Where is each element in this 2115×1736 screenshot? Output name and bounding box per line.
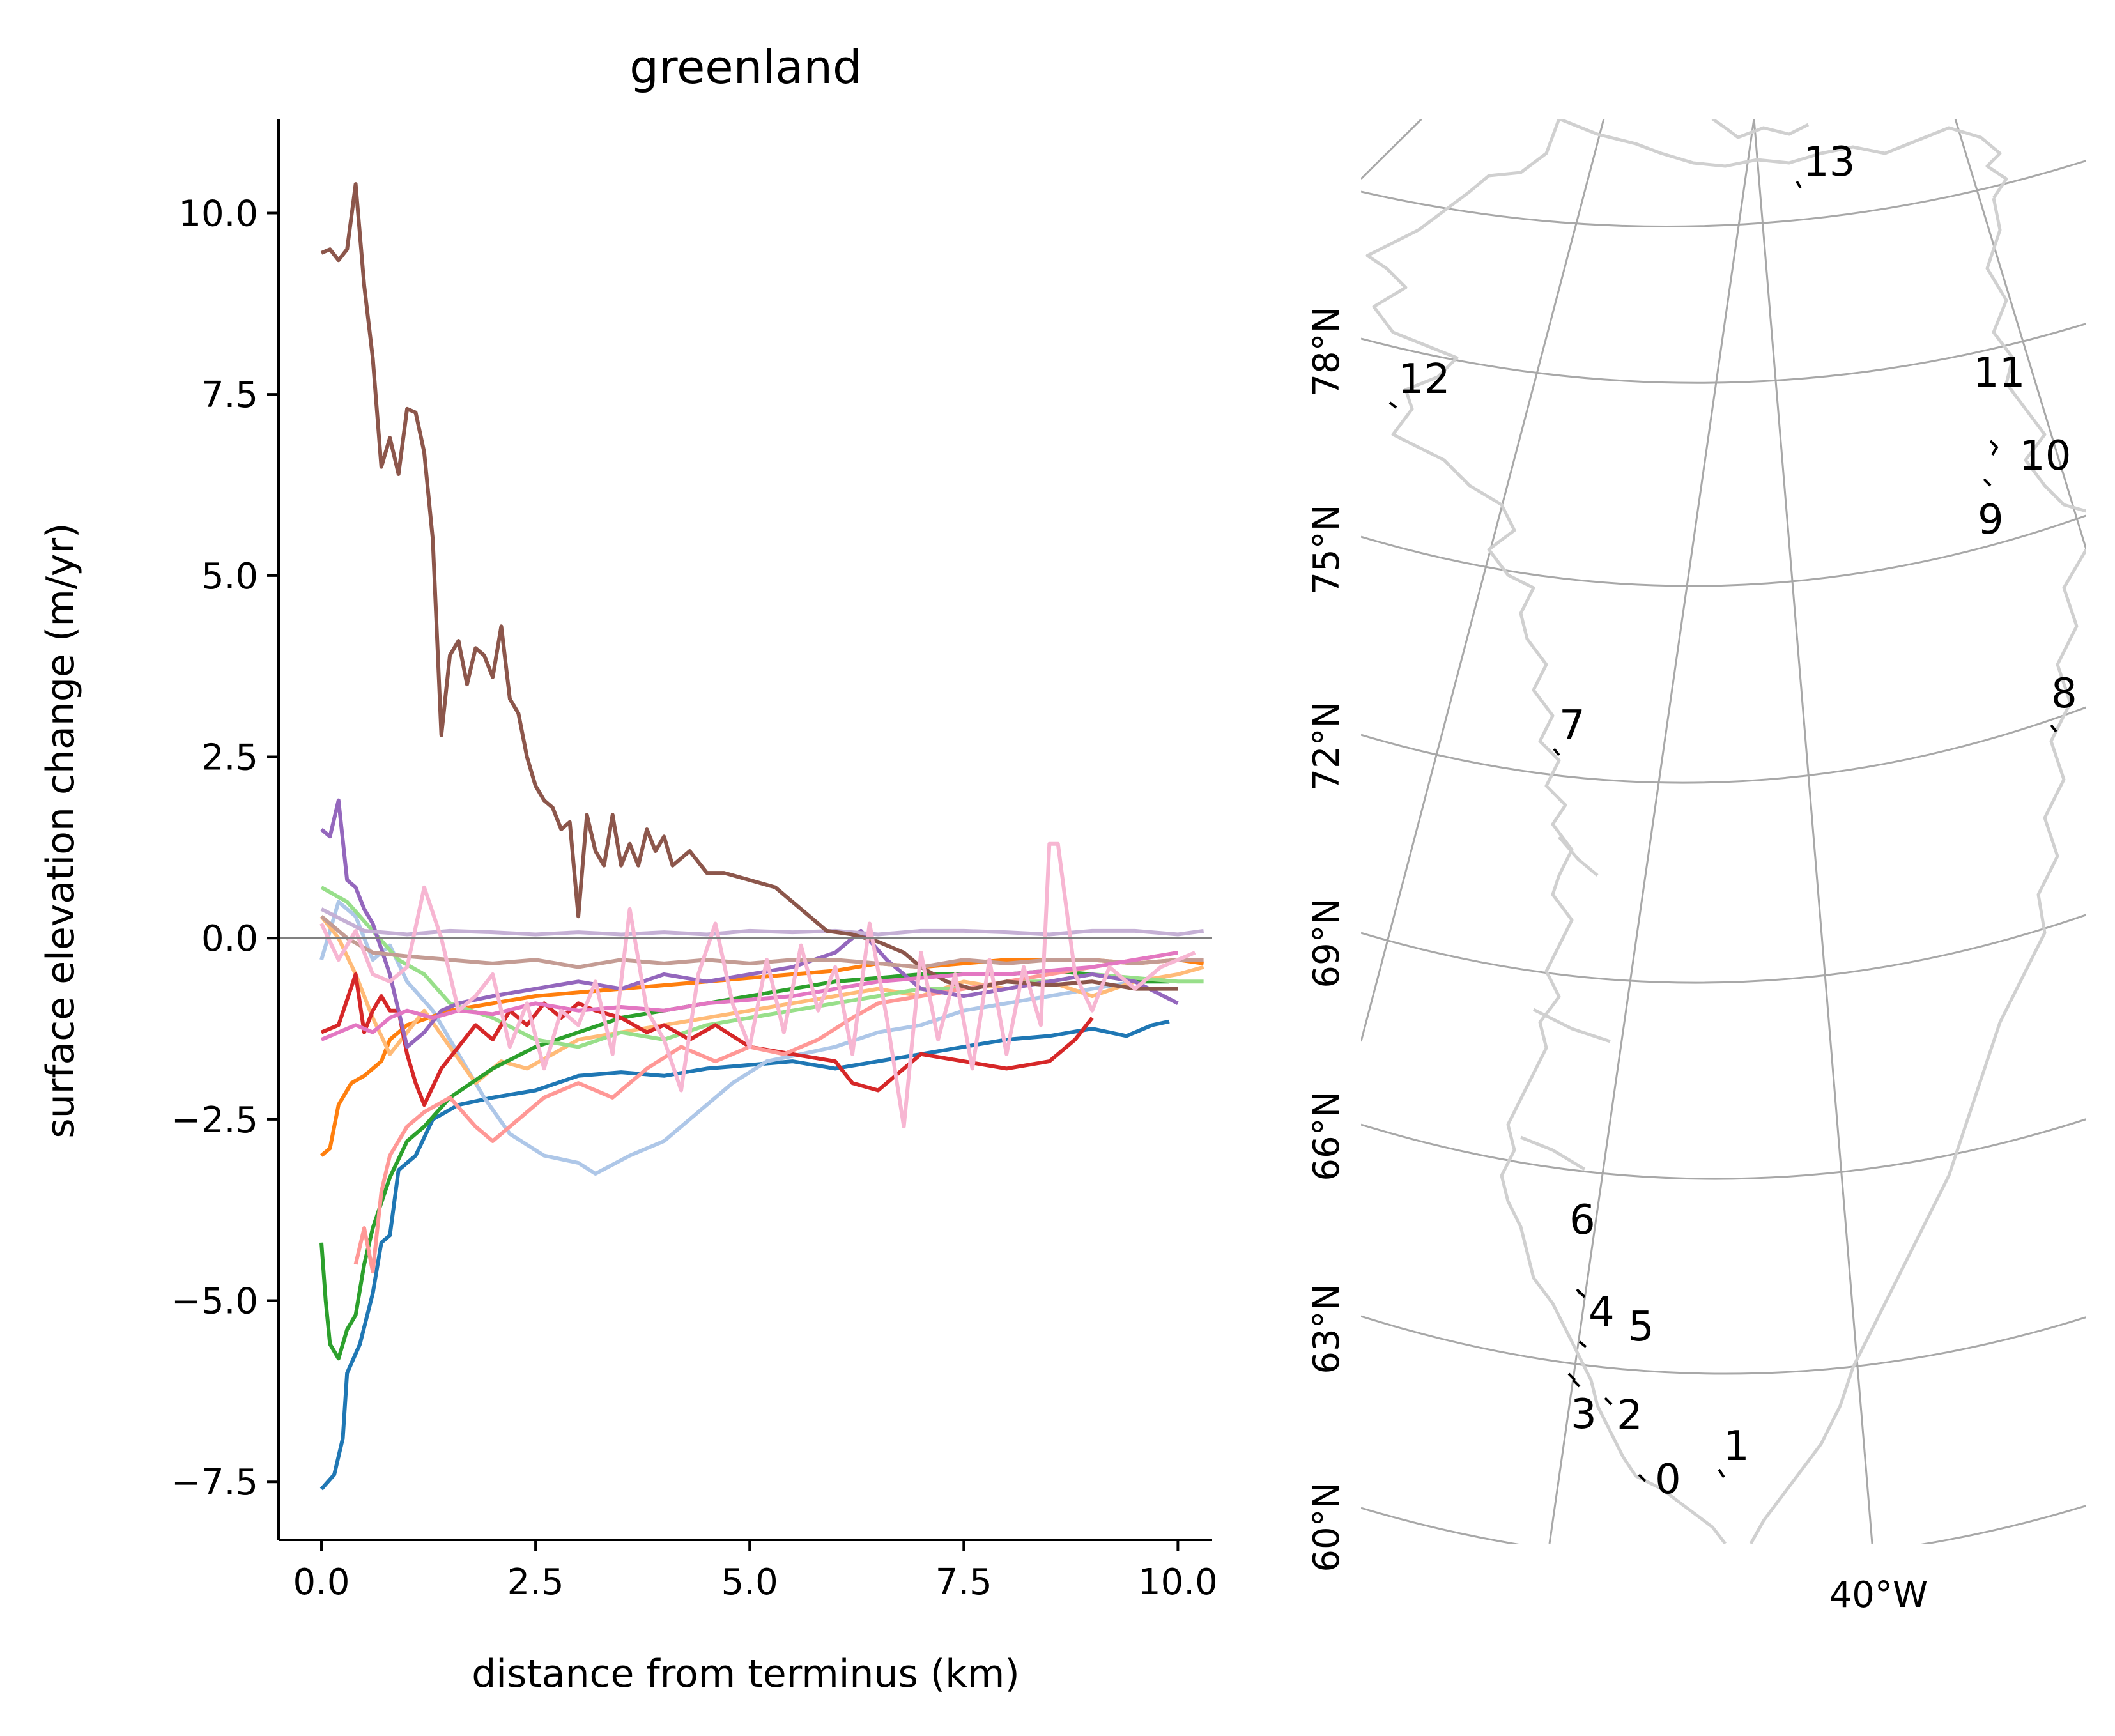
coastline-north [1558, 119, 2008, 199]
site-marker-6 [1576, 1288, 1582, 1296]
site-label-4: 4 [1588, 1289, 1615, 1336]
site-label-11: 11 [1973, 350, 2025, 397]
site-label-6: 6 [1569, 1197, 1596, 1244]
site-label-12: 12 [1398, 356, 1450, 403]
parallel-63n [1361, 1315, 2086, 1375]
series-line-11 [320, 914, 1204, 969]
lat-label-69n: 69°N [1306, 898, 1348, 988]
series-line-1 [319, 900, 1169, 1176]
site-label-7: 7 [1559, 702, 1585, 749]
fjord-1 [1558, 836, 1599, 877]
site-label-10: 10 [2019, 433, 2071, 480]
meridian-60w [1361, 119, 1605, 1042]
y-tick-label: 2.5 [201, 737, 258, 779]
lat-label-72n: 72°N [1306, 701, 1348, 791]
meridian-70w [1361, 119, 1423, 180]
site-marker-9 [1983, 478, 1992, 487]
map-panel: 0 1 2 3 4 5 6 7 8 9 10 11 12 13 60°N 63°… [1306, 119, 2086, 1616]
series-line-13 [319, 841, 1196, 1129]
x-ticks: 0.0 2.5 5.0 7.5 10.0 [293, 1540, 1218, 1603]
x-axis-label: distance from terminus (km) [472, 1652, 1020, 1696]
meridian-40w [1753, 119, 1873, 1544]
x-tick-label: 7.5 [935, 1562, 992, 1603]
site-marker-2 [1604, 1397, 1613, 1406]
parallel-66n [1361, 1118, 2086, 1180]
y-tick-label: −7.5 [171, 1462, 258, 1503]
coastline-west [1365, 119, 1727, 1544]
fjord-2 [1532, 1008, 1611, 1043]
x-tick-label: 10.0 [1138, 1562, 1218, 1603]
lat-label-63n: 63°N [1306, 1284, 1348, 1374]
site-label-8: 8 [2051, 670, 2077, 718]
coastline-east [1985, 197, 2086, 513]
series-line-10 [320, 182, 1178, 991]
parallel-81n [1361, 159, 2086, 227]
site-label-3: 3 [1571, 1391, 1597, 1438]
y-tick-label: 7.5 [201, 374, 258, 416]
island-north [1711, 119, 1810, 139]
site-marker-0 [1638, 1473, 1647, 1482]
series-line-8 [320, 798, 1179, 1049]
x-tick-label: 5.0 [721, 1562, 778, 1603]
site-label-0: 0 [1655, 1456, 1681, 1503]
site-label-13: 13 [1803, 139, 1855, 186]
chart-title: greenland [629, 40, 861, 94]
line-chart: greenland 0.0 2.5 5.0 7.5 10.0 −7.5 −5.0 −2.5 0… [38, 40, 1218, 1696]
parallel-72n [1361, 706, 2086, 784]
parallel-60n [1361, 1504, 2086, 1544]
lat-label-60n: 60°N [1306, 1482, 1348, 1572]
site-label-1: 1 [1723, 1423, 1750, 1470]
y-tick-label: −2.5 [171, 1100, 258, 1141]
lat-label-75n: 75°N [1306, 504, 1348, 594]
site-labels: 0 1 2 3 4 5 6 7 8 9 10 11 12 13 [1398, 139, 2077, 1503]
lat-label-78n: 78°N [1306, 306, 1348, 396]
y-axis-label: surface elevation change (m/yr) [38, 523, 83, 1138]
site-label-9: 9 [1978, 496, 2004, 544]
site-marker-1 [1718, 1468, 1725, 1479]
site-marker-3 [1567, 1372, 1581, 1388]
lon-label-40w: 40°W [1829, 1574, 1928, 1616]
site-label-2: 2 [1617, 1392, 1643, 1440]
greenland-coastline [1365, 119, 2086, 1544]
series-layer [319, 182, 1204, 1491]
graticule-latitudes [1361, 159, 2086, 1544]
coastline-southeast [1749, 548, 2086, 1544]
series-line-0 [319, 1019, 1170, 1491]
meridian-50w [1548, 119, 1755, 1544]
y-ticks: −7.5 −5.0 −2.5 0.0 2.5 5.0 7.5 10.0 [171, 194, 279, 1503]
map-clip-group: 0 1 2 3 4 5 6 7 8 9 10 11 12 13 [1361, 119, 2086, 1544]
parallel-78n [1361, 322, 2086, 384]
lat-label-66n: 66°N [1306, 1091, 1348, 1181]
latitude-labels: 60°N 63°N 66°N 69°N 72°N 75°N 78°N [1306, 306, 1348, 1572]
site-marker-12 [1388, 401, 1397, 409]
y-tick-label: 10.0 [178, 194, 258, 235]
site-marker-8 [2050, 724, 2057, 733]
parallel-75n [1361, 514, 2086, 587]
graticule-meridians [1361, 119, 2086, 1544]
x-tick-label: 2.5 [507, 1562, 564, 1603]
site-marker-13 [1796, 180, 1802, 189]
site-label-5: 5 [1628, 1303, 1654, 1351]
y-tick-label: 5.0 [201, 556, 258, 597]
parallel-69n [1361, 914, 2086, 984]
y-tick-label: −5.0 [171, 1281, 258, 1323]
site-marker-10 [1989, 440, 1999, 456]
meridian-30w [1954, 119, 2086, 550]
x-tick-label: 0.0 [293, 1562, 350, 1603]
series-line-12 [320, 950, 1178, 1041]
site-marker-7 [1553, 748, 1560, 757]
site-markers [1388, 180, 2057, 1482]
y-tick-label: 0.0 [201, 918, 258, 960]
fjord-3 [1520, 1135, 1586, 1171]
